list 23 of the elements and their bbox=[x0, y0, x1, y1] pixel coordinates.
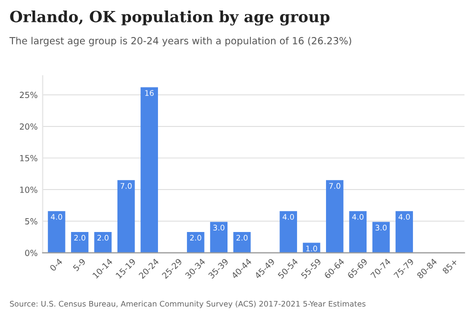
y-tick-label: 25% bbox=[20, 92, 38, 98]
bar bbox=[94, 232, 112, 253]
chart-title: Orlando, OK population by age group bbox=[10, 10, 330, 26]
y-tick-label: 15% bbox=[20, 154, 38, 162]
bar bbox=[396, 211, 413, 253]
y-tick-label: 0% bbox=[25, 250, 38, 256]
bar bbox=[48, 211, 66, 253]
bar bbox=[186, 232, 204, 253]
bar bbox=[71, 232, 88, 253]
y-tick-label: 20% bbox=[20, 123, 38, 130]
chart-subtitle: The largest age group is 20-24 years with a population of 16 (26.23%) bbox=[9, 36, 352, 46]
x-tick-label: 85+ bbox=[442, 258, 458, 274]
bar bbox=[280, 211, 298, 253]
bar bbox=[140, 87, 158, 253]
x-tick-label: 5-9 bbox=[72, 258, 86, 272]
bar bbox=[326, 180, 344, 253]
bar bbox=[210, 222, 228, 253]
y-tick-label: 5% bbox=[25, 218, 38, 224]
bar bbox=[349, 211, 367, 253]
x-tick-label: 0-4 bbox=[49, 258, 63, 272]
bar bbox=[372, 222, 390, 253]
bar bbox=[117, 180, 135, 253]
y-tick-label: 10% bbox=[20, 186, 38, 193]
